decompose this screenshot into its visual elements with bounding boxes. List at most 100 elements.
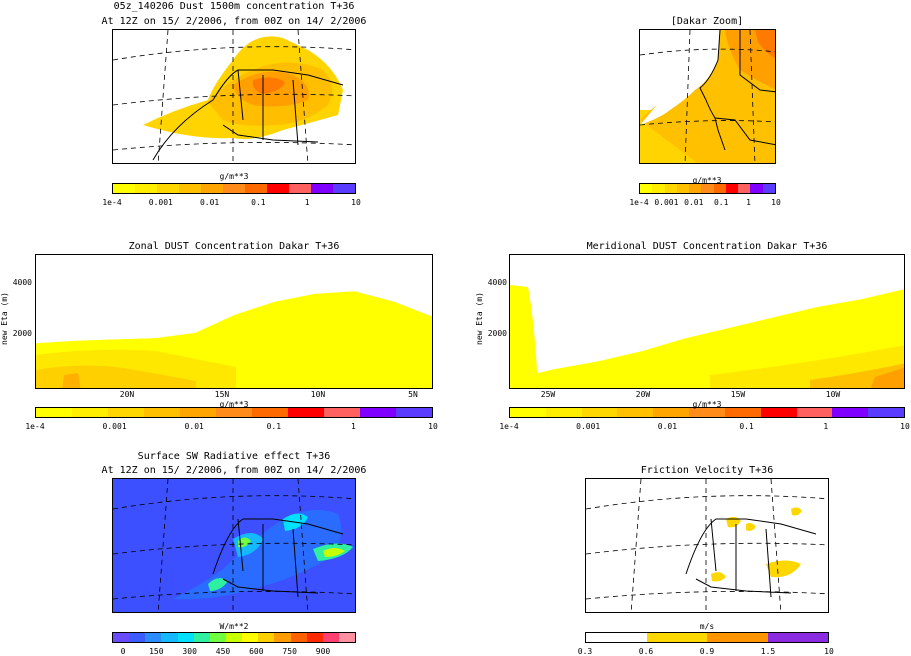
dakar-colorbar-tick: 0.001: [654, 198, 679, 207]
dust-map-colorbar-swatch: [245, 184, 267, 193]
meridional-colorbar-swatch: [868, 408, 904, 417]
meridional-colorbar-tick: 0.1: [739, 422, 754, 431]
dakar-colorbar-swatch: [652, 184, 665, 193]
dakar-coastlines: [699, 30, 775, 151]
meridional-title: Meridional DUST Concentration Dakar T+36: [586, 241, 828, 252]
dakar-colorbar: [639, 183, 776, 194]
zonal-colorbar-swatch: [288, 408, 324, 417]
zonal-colorbar-swatch: [360, 408, 396, 417]
dust-map-colorbar-tick: 0.01: [199, 198, 220, 207]
zonal-svg: [36, 291, 432, 388]
dust-map-colorbar-swatch: [157, 184, 179, 193]
sw-colorbar-swatch: [290, 633, 307, 642]
dust-map-colorbar-swatch: [223, 184, 245, 193]
sw-colorbar-tick: 600: [249, 647, 264, 656]
dakar-zoom-svg: [640, 30, 775, 163]
friction-title: Friction Velocity T+36: [640, 465, 774, 476]
meridional-xtick: 25W: [540, 390, 556, 399]
dust-map-colorbar-tick: 1e-4: [102, 198, 122, 207]
sw-colorbar-swatch: [338, 633, 356, 642]
dust-map-colorbar-swatch: [201, 184, 223, 193]
zonal-xtick: 20N: [119, 390, 135, 399]
meridional-colorbar-tick: 1e-4: [499, 422, 519, 431]
sw-colorbar-swatch: [274, 633, 291, 642]
zonal-colorbar-tick: 0.1: [266, 422, 282, 431]
meridional-colorbar-swatch: [510, 408, 546, 417]
sw-coastlines: [212, 518, 344, 598]
dakar-zoom-plot: [639, 29, 776, 164]
sw-plot: [112, 478, 356, 613]
dakar-colorbar-swatch: [750, 184, 763, 193]
friction-svg: [586, 479, 828, 612]
dakar-colorbar-swatch: [725, 184, 739, 193]
zonal-colorbar: [35, 407, 433, 418]
friction-colorbar-swatch: [707, 633, 768, 642]
sw-colorbar: [112, 632, 356, 643]
dakar-colorbar-swatch: [689, 184, 702, 193]
sw-field-mid: [173, 510, 342, 600]
dust-map-colorbar: [112, 183, 356, 194]
zonal-dust-peak: [62, 373, 81, 388]
meridional-colorbar-tick: 1: [823, 422, 829, 431]
zonal-colorbar-tick: 1e-4: [25, 422, 45, 431]
dakar-colorbar-swatch: [713, 184, 726, 193]
zonal-xtick: 5N: [408, 390, 418, 399]
zonal-title: Zonal DUST Concentration Dakar T+36: [128, 241, 340, 252]
meridional-plot: [509, 254, 905, 389]
friction-patch-4: [711, 572, 726, 582]
dust-map-title: 05z_140206 Dust 1500m concentration T+36: [113, 1, 355, 12]
dakar-colorbar-tick: 10: [771, 198, 781, 207]
zonal-colorbar-swatch: [108, 408, 144, 417]
sw-colorbar-tick: 0: [120, 647, 126, 656]
sw-colorbar-tick: 450: [215, 647, 231, 656]
friction-colorbar-swatch: [586, 633, 647, 642]
dust-map-colorbar-tick: 0.1: [251, 198, 266, 207]
sw-subtitle: At 12Z on 15/ 2/2006, from 00Z on 14/ 2/…: [101, 465, 367, 476]
sw-colorbar-tick: 300: [182, 647, 197, 656]
dakar-colorbar-tick: 1e-4: [629, 198, 649, 207]
zonal-colorbar-swatch: [180, 408, 216, 417]
dust-map-subtitle: At 12Z on 15/ 2/2006, from 00Z on 14/ 2/…: [101, 16, 367, 27]
zonal-colorbar-swatch: [36, 408, 72, 417]
friction-colorbar-tick: 0.9: [699, 647, 715, 656]
dust-map-colorbar-swatch: [311, 184, 333, 193]
dakar-colorbar-tick: 0.01: [684, 198, 704, 207]
dakar-colorbar-swatch: [762, 184, 775, 193]
sw-colorbar-swatch: [161, 633, 178, 642]
zonal-xtick: 15N: [214, 390, 230, 399]
meridional-colorbar-tick: 10: [900, 422, 910, 431]
meridional-colorbar-swatch: [581, 408, 618, 417]
dust-map-colorbar-tick: 1: [304, 198, 310, 207]
dust-map-plot: [112, 29, 356, 164]
zonal-colorbar-swatch: [396, 408, 432, 417]
dakar-colorbar-swatch: [664, 184, 677, 193]
meridional-dust-peak: [870, 367, 904, 388]
meridional-colorbar-swatch: [724, 408, 761, 417]
sw-colorbar-tick: 900: [315, 647, 331, 656]
friction-colorbar-tick: 10: [824, 647, 834, 656]
dust-plume-core: [252, 77, 285, 94]
dust-map-colorbar-swatch: [135, 184, 157, 193]
zonal-colorbar-tick: 1: [350, 422, 356, 431]
sw-title: Surface SW Radiative effect T+36: [137, 451, 331, 462]
friction-plot: [585, 478, 829, 613]
friction-colorbar-swatch: [767, 633, 828, 642]
dust-map-colorbar-swatch: [267, 184, 289, 193]
dust-map-colorbar-swatch: [289, 184, 311, 193]
meridional-svg: [510, 285, 904, 388]
sw-colorbar-tick: 150: [149, 647, 164, 656]
dakar-ocean-clear: [640, 30, 720, 125]
sw-colorbar-swatch: [193, 633, 210, 642]
meridional-ytick-4000: 4000: [487, 278, 507, 287]
friction-patch-1: [726, 516, 741, 528]
dust-map-colorbar-swatch: [179, 184, 201, 193]
sw-colorbar-swatch: [322, 633, 339, 642]
zonal-colorbar-swatch: [252, 408, 288, 417]
zonal-colorbar-swatch: [216, 408, 252, 417]
zonal-colorbar-tick: 0.01: [184, 422, 204, 431]
sw-field-c: [238, 537, 251, 548]
zonal-ytick-4000: 4000: [12, 278, 32, 287]
friction-colorbar-tick: 0.6: [638, 647, 654, 656]
zonal-colorbar-unit: g/m**3: [219, 400, 249, 409]
dust-map-svg: [113, 30, 355, 163]
